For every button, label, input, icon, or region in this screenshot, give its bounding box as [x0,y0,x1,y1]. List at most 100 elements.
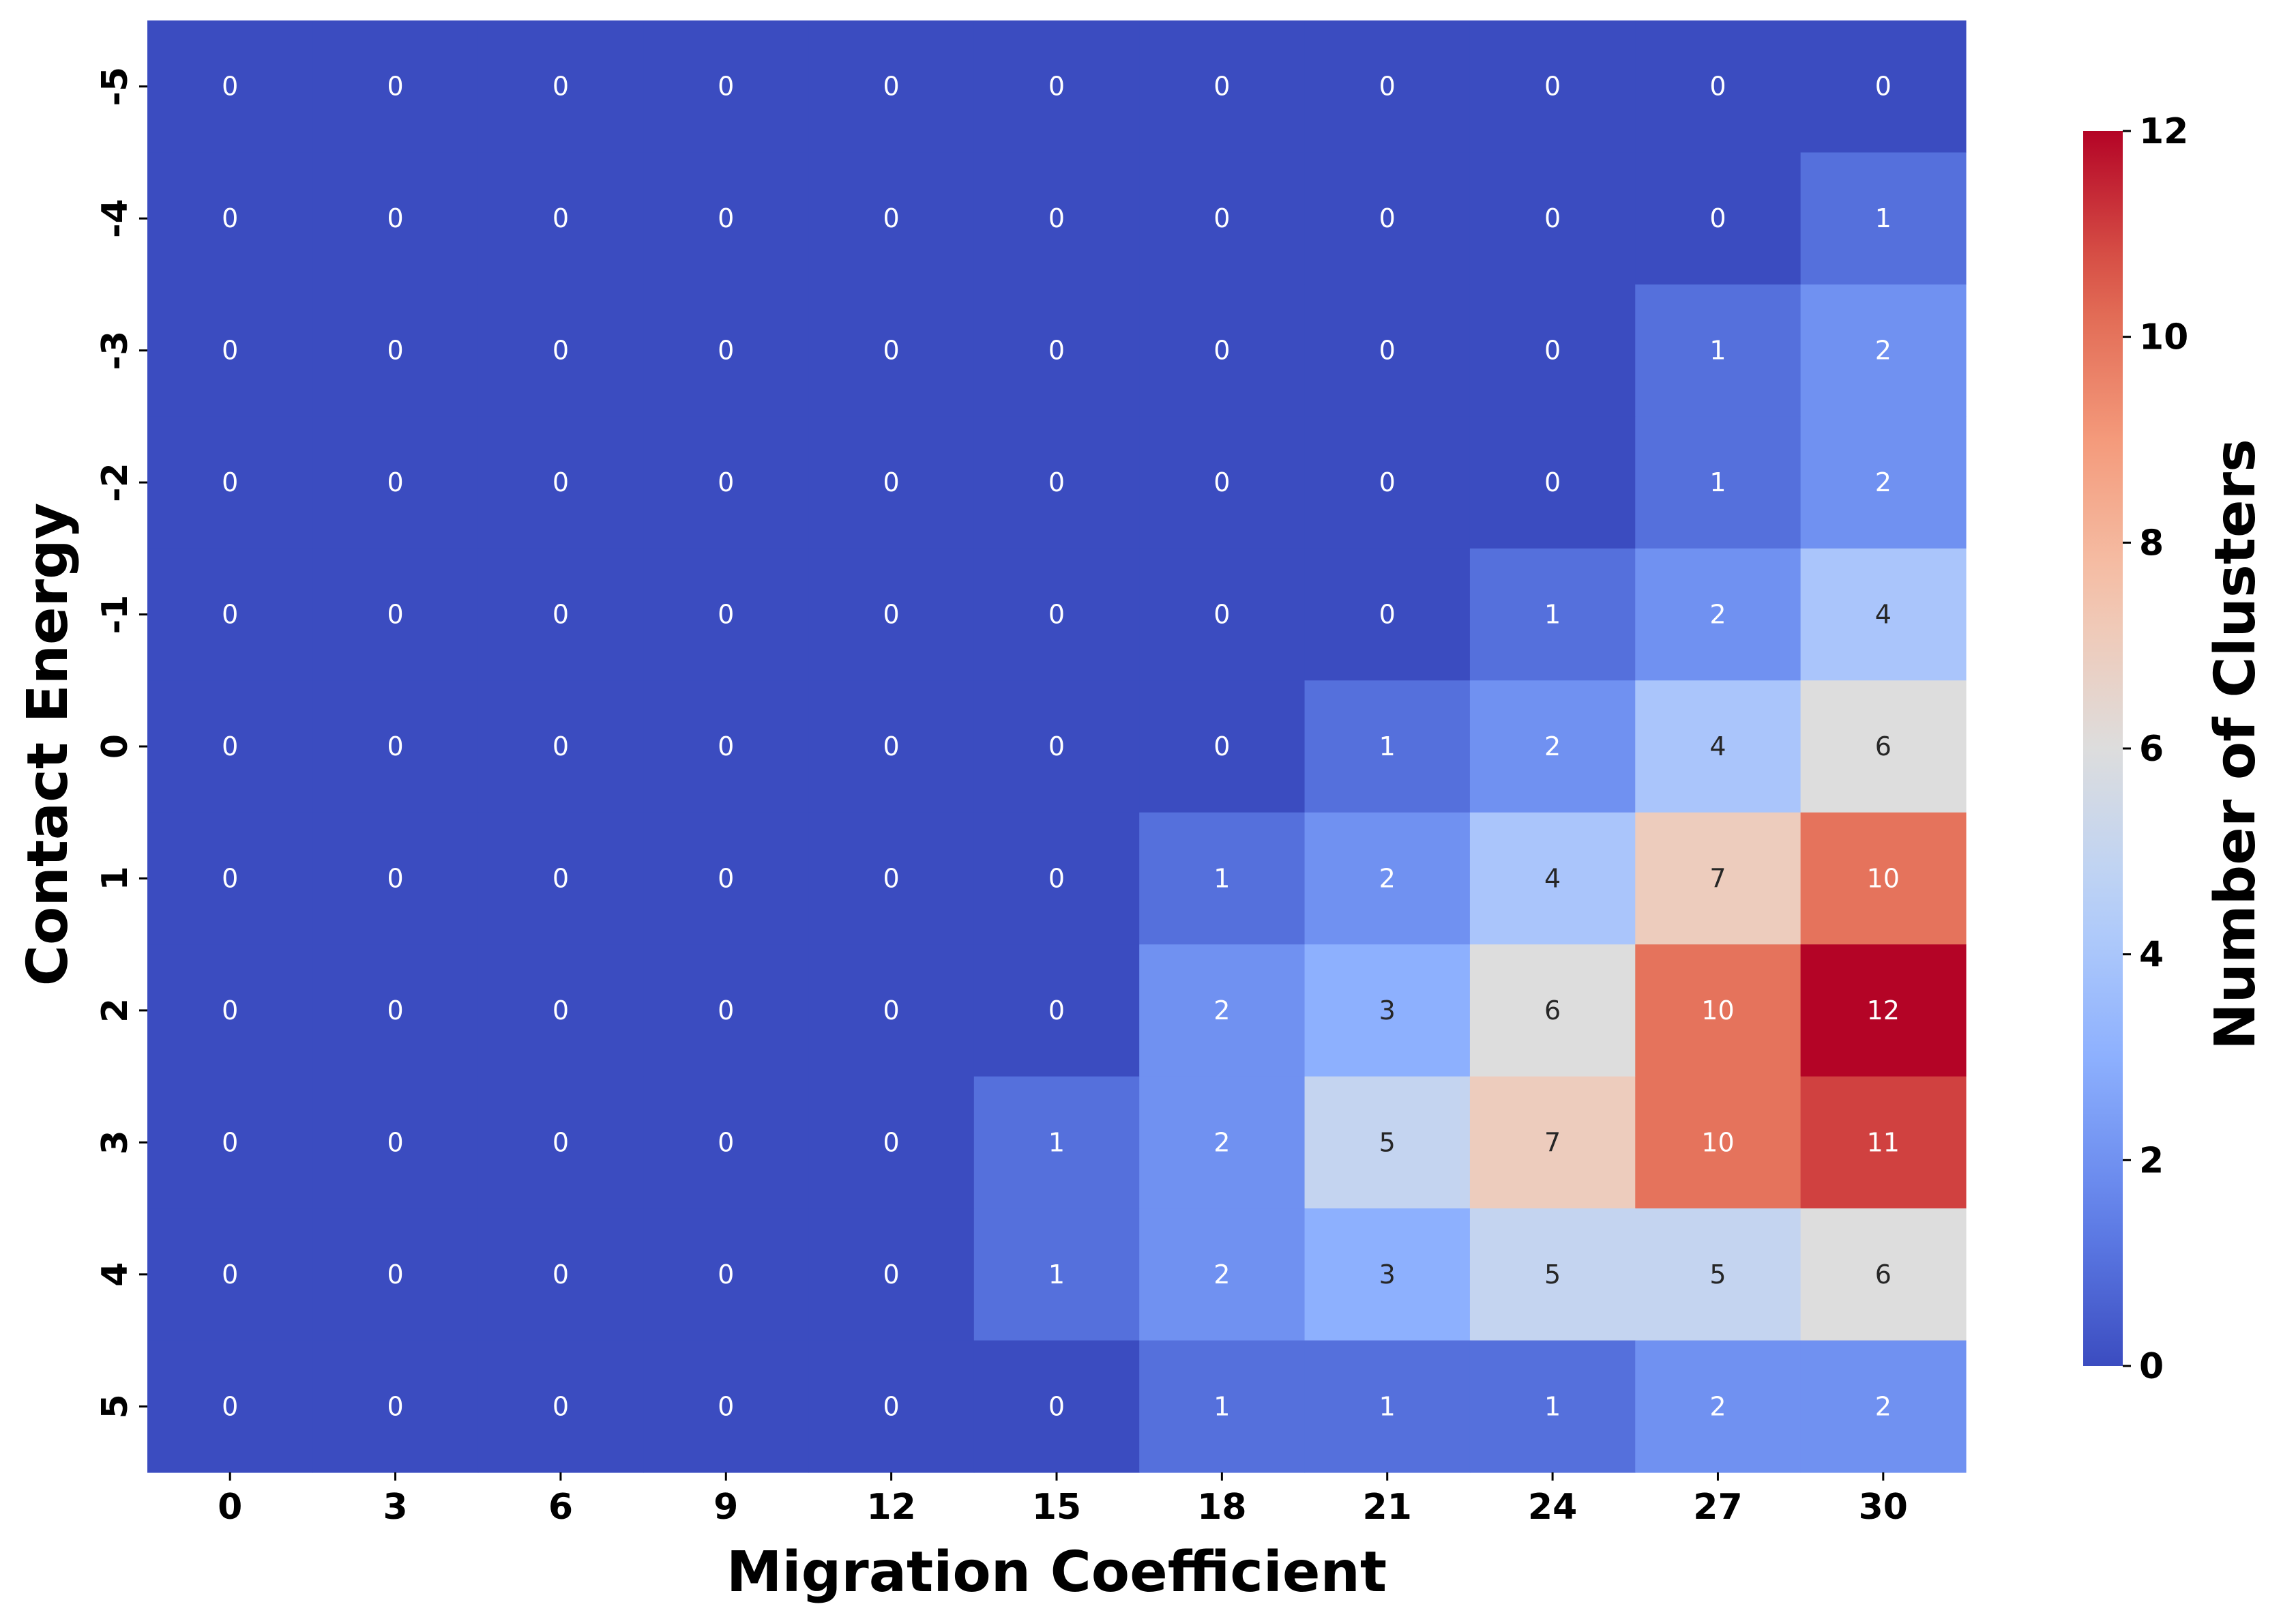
cell-value-label: 0 [883,600,900,630]
cell-value-label: 0 [1544,72,1561,102]
heatmap-cell [643,416,810,549]
cell-value-label: 0 [387,72,403,102]
cell-value-label: 0 [1379,467,1396,497]
cell-value-label: 2 [1875,336,1892,366]
heatmap-cell [312,1208,479,1341]
heatmap-cells: 0 0 0 0 0 0 0 0 0 0 00 0 0 0 0 0 0 0 0 0 10 0 0 0 0 0 0 0 0 1 20 0 0 0 0 0 0… [147,20,1967,1473]
heatmap-cell [312,1076,479,1209]
heatmap-cell [643,680,810,813]
cell-value-label: 0 [883,995,900,1025]
heatmap-cell [1139,20,1306,154]
x-axis-ticks: 0 3 6 9 12 15 18 21 24 27 30 [218,1472,1908,1528]
heatmap-cell [1469,1076,1636,1209]
heatmap-cell [147,812,313,945]
x-tick-label: 30 [1859,1487,1908,1528]
cell-value-label: 0 [1048,995,1065,1025]
cell-value-label: 0 [883,72,900,102]
heatmap-cell [808,1076,975,1209]
heatmap-cell [643,1076,810,1209]
heatmap-cell [1635,944,1801,1077]
colorbar-tick-label: 2 [2139,1140,2164,1181]
heatmap-cell [1304,812,1471,945]
cell-value-label: 1 [1048,1127,1065,1157]
cell-value-label: 0 [553,995,569,1025]
cell-value-label: 0 [1213,731,1230,761]
cell-value-label: 1 [1213,1391,1230,1421]
heatmap-cell [147,20,313,154]
y-tick-label: -4 [95,199,136,238]
cell-value-label: 0 [553,1391,569,1421]
heatmap-cell [1800,548,1967,681]
heatmap-cell [1800,944,1967,1077]
y-axis-title: Contact Energy [16,503,80,986]
cell-value-label: 10 [1701,1127,1734,1157]
heatmap-cell [477,284,644,417]
y-tick-label: 2 [95,998,136,1023]
cell-value-label: 1 [1709,467,1726,497]
cell-value-label: 0 [222,1127,238,1157]
heatmap-cell [477,680,644,813]
cell-value-label: 10 [1701,995,1734,1025]
cell-value-label: 1 [1379,731,1396,761]
cell-value-label: 0 [1379,203,1396,233]
x-tick-label: 9 [713,1487,738,1528]
heatmap-cell [1635,1340,1801,1473]
heatmap-cell [147,284,313,417]
y-tick-label: -2 [95,463,136,502]
heatmap-cell [312,416,479,549]
cell-value-label: 4 [1544,863,1561,893]
cell-value-label: 1 [1544,600,1561,630]
cell-value-label: 2 [1709,600,1726,630]
cell-value-label: 4 [1709,731,1726,761]
y-tick-label: 4 [95,1262,136,1287]
colorbar-gradient [2083,131,2123,1366]
heatmap-cell [147,152,313,285]
cell-value-label: 2 [1213,1127,1230,1157]
cell-value-label: 0 [718,72,734,102]
heatmap-cell [973,1076,1140,1209]
heatmap-cell [1635,152,1801,285]
cell-value-label: 0 [553,600,569,630]
heatmap-cell [147,416,313,549]
heatmap-cell [312,1340,479,1473]
heatmap-cell [1800,1076,1967,1209]
heatmap-cell [973,548,1140,681]
cell-value-label: 0 [1875,72,1892,102]
heatmap-cell [1800,1340,1967,1473]
heatmap-cell [1469,416,1636,549]
heatmap-cell [1139,416,1306,549]
cell-value-label: 0 [718,731,734,761]
x-tick-label: 12 [866,1487,915,1528]
cell-value-label: 0 [387,336,403,366]
heatmap-cell [1139,284,1306,417]
cell-value-label: 0 [718,1391,734,1421]
heatmap-cell [1139,1340,1306,1473]
cell-value-label: 0 [222,995,238,1025]
heatmap-cell [477,812,644,945]
cell-value-label: 0 [553,203,569,233]
x-tick-label: 3 [383,1487,407,1528]
heatmap-cell [1800,416,1967,549]
heatmap-cell [643,1208,810,1341]
y-tick-label: 5 [95,1394,136,1418]
heatmap-cell [808,944,975,1077]
cell-value-label: 5 [1709,1260,1726,1290]
cell-value-label: 6 [1544,995,1561,1025]
heatmap-cell [1304,680,1471,813]
cell-value-label: 0 [718,467,734,497]
colorbar-tick-label: 10 [2139,317,2188,358]
heatmap-cell [1304,284,1471,417]
cell-value-label: 0 [1544,467,1561,497]
heatmap-cell [1139,944,1306,1077]
heatmap-cell [1139,1076,1306,1209]
heatmap-cell [643,548,810,681]
heatmap-cell [1800,152,1967,285]
heatmap-cell [1635,284,1801,417]
cell-value-label: 2 [1709,1391,1726,1421]
cell-value-label: 0 [718,995,734,1025]
y-tick-label: 3 [95,1130,136,1154]
heatmap-cell [1800,680,1967,813]
cell-value-label: 0 [387,1127,403,1157]
cell-value-label: 0 [718,1260,734,1290]
x-axis-title: Migration Coefficient [726,1540,1387,1605]
